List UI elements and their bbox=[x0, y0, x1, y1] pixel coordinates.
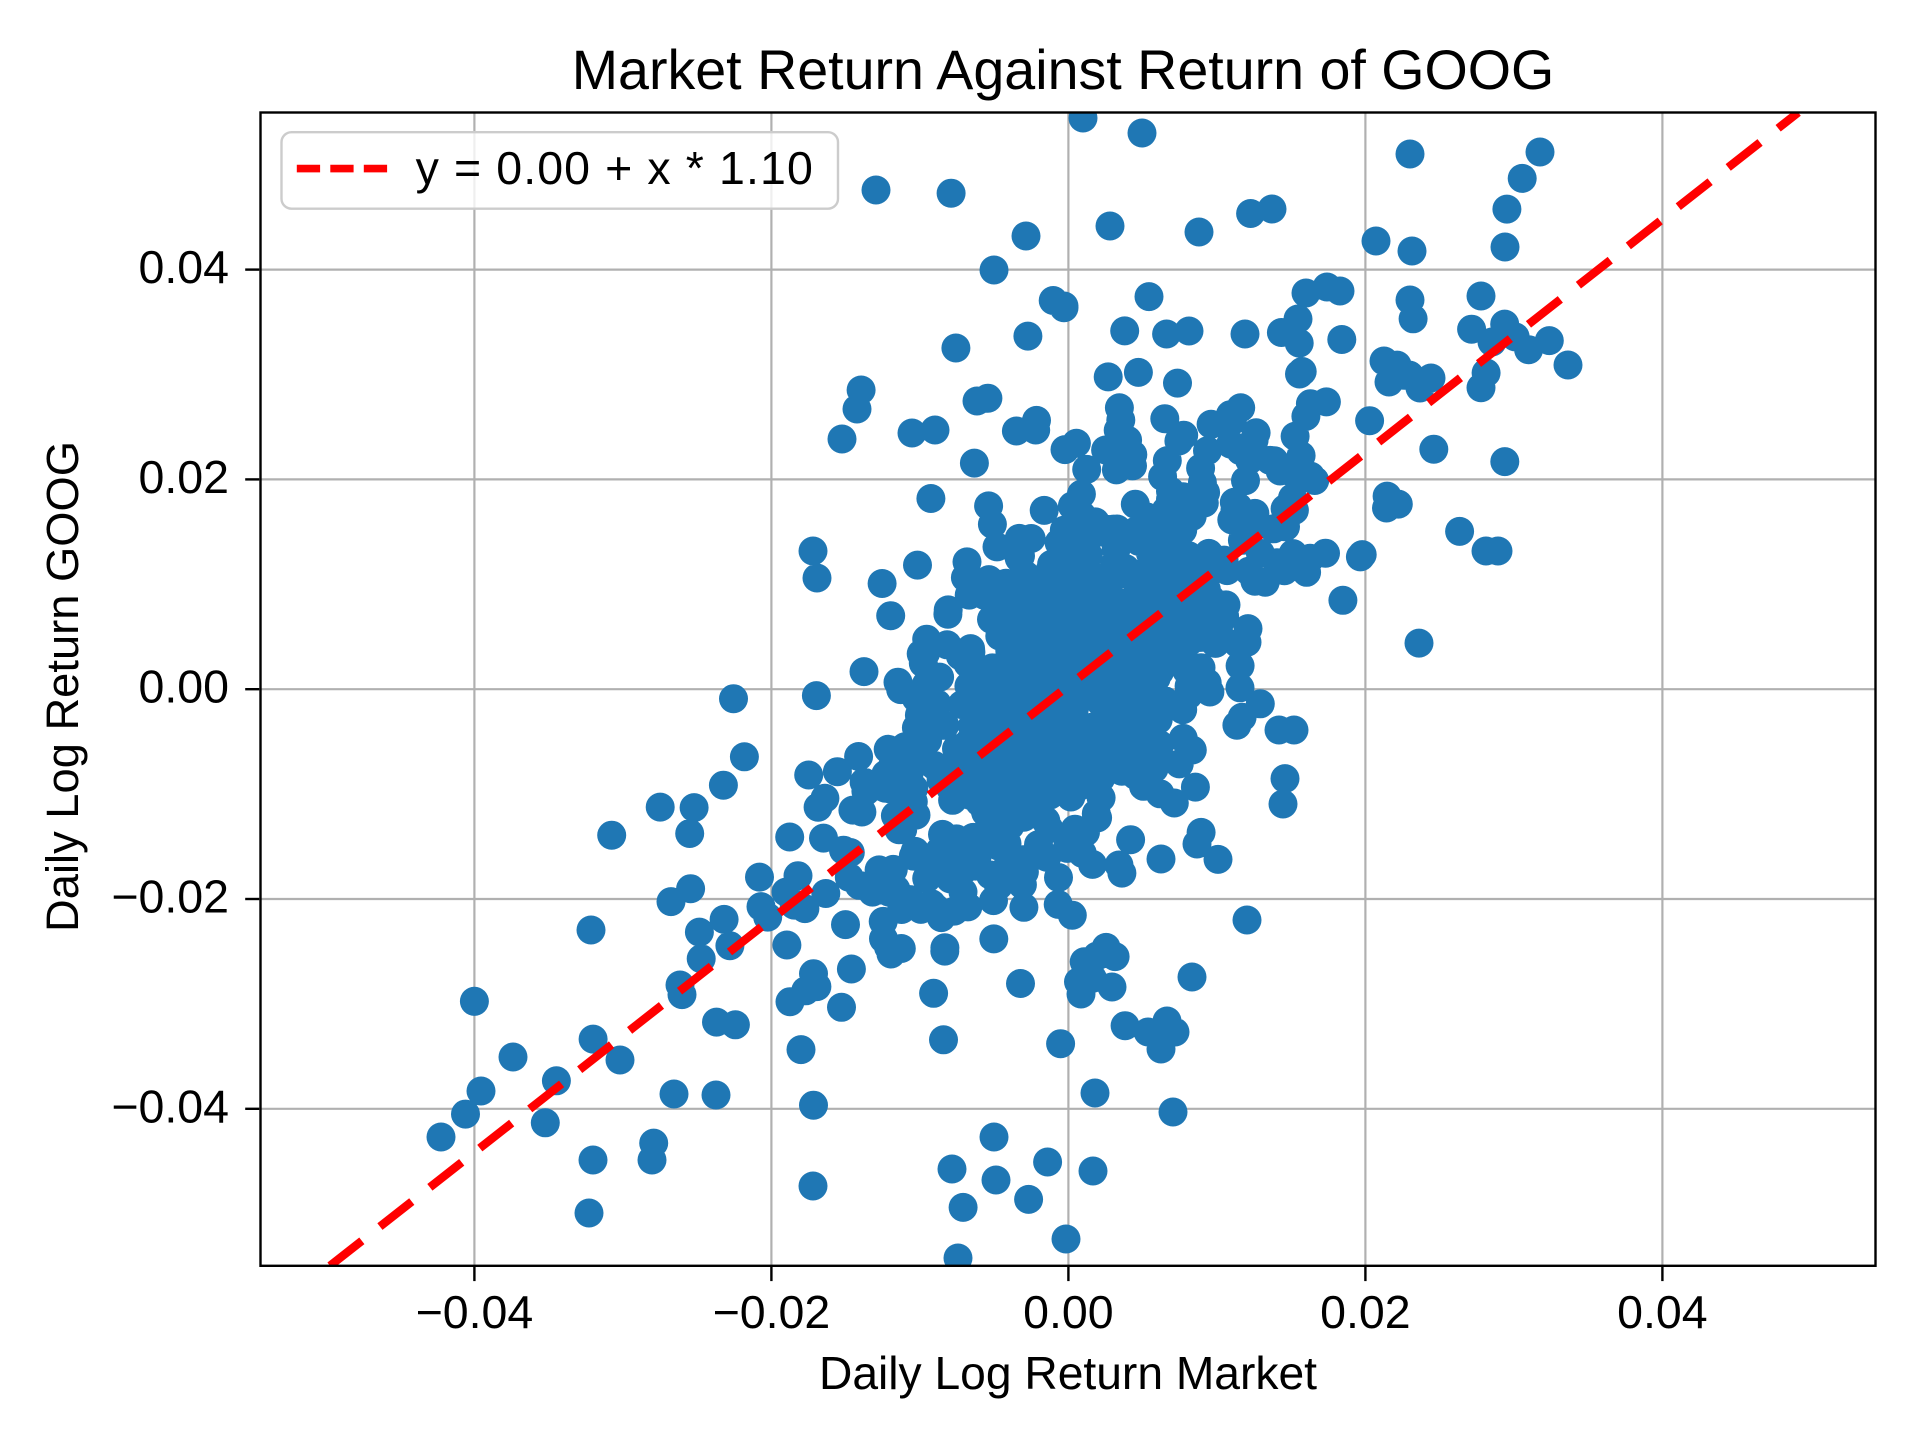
svg-text:Daily Log Return Market: Daily Log Return Market bbox=[819, 1347, 1317, 1399]
svg-text:−0.02: −0.02 bbox=[111, 871, 229, 923]
svg-text:0.00: 0.00 bbox=[138, 661, 229, 713]
svg-text:0.00: 0.00 bbox=[1023, 1286, 1114, 1338]
svg-text:0.02: 0.02 bbox=[1320, 1286, 1411, 1338]
svg-text:−0.04: −0.04 bbox=[111, 1080, 229, 1132]
svg-text:0.04: 0.04 bbox=[1617, 1286, 1708, 1338]
svg-text:−0.02: −0.02 bbox=[713, 1286, 831, 1338]
svg-text:0.04: 0.04 bbox=[138, 241, 229, 293]
svg-text:Market Return Against Return o: Market Return Against Return of GOOG bbox=[572, 39, 1555, 101]
svg-text:0.02: 0.02 bbox=[138, 451, 229, 503]
svg-text:y = 0.00 + x * 1.10: y = 0.00 + x * 1.10 bbox=[416, 142, 814, 194]
svg-text:−0.04: −0.04 bbox=[416, 1286, 534, 1338]
svg-text:Daily Log Return GOOG: Daily Log Return GOOG bbox=[37, 441, 88, 932]
